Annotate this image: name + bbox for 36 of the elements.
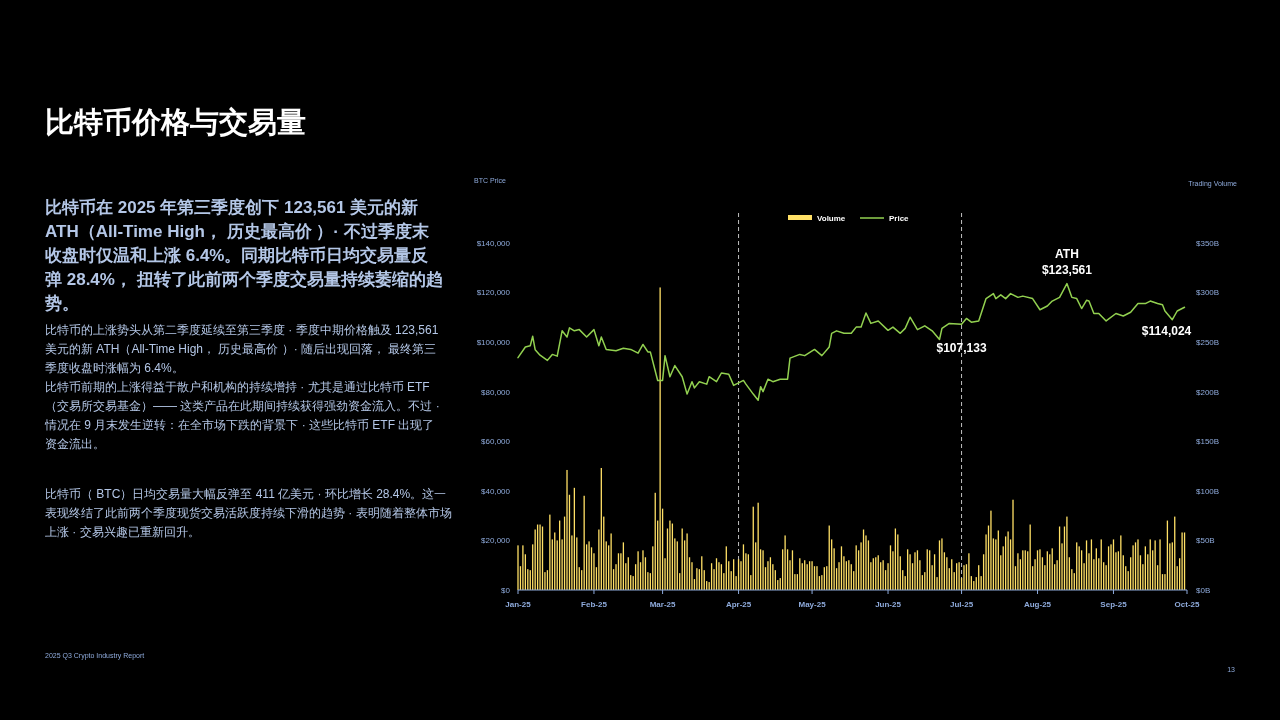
text: 比特币（ BTC）日均交易量大幅反弹至 411 亿美元 · 环比增长 28.4%。这一表现终结了此前两个季度现货交易活跃度持续下滑的趋势 · 表明随着整体市场上涨 · 交易兴趣已重新回升。: [45, 486, 453, 541]
x-tick-label: Jul-25: [949, 600, 974, 609]
y2-tick-label: $200B: [1196, 387, 1220, 397]
annotation: $107,133: [936, 341, 987, 356]
x-tick-label: May-25: [798, 600, 827, 609]
legend-label: Volume: [817, 214, 846, 223]
y2-tick-label: $250B: [1196, 338, 1220, 347]
x-tick-label: Jan-25: [505, 600, 532, 609]
y-tick-label: $100,000: [476, 338, 511, 347]
text: 比特币在 2025 年第三季度创下 123,561 美元的新 ATH（All-Time High， 历史最高价 ）· 不过季度末收盘时仅温和上涨 6.4%。同期比特币日均交易量反弹 28.4%， 扭转了此前两个季度交易量持续萎缩的趋势。: [45, 197, 443, 315]
x-tick-label: Mar-25: [649, 600, 677, 609]
y-tick-label: $60,000: [481, 437, 511, 447]
y2-tick-label: $300B: [1196, 288, 1220, 298]
y-tick-label: $40,000: [481, 486, 511, 496]
text: 比特币前期的上涨得益于散户和机构的持续增持 · 尤其是通过比特币 ETF（交易所交易基金）—— 这类产品在此期间持续获得强劲资金流入。不过 · 情况在 9 月末发生逆转：在全市场下跌的背景下 · 这些比特币 ETF 出现了资金流出。: [45, 379, 441, 453]
y2-tick-label: $100B: [1196, 486, 1220, 496]
y-tick-label: $80,000: [481, 387, 511, 397]
y-tick-label: $140,000: [476, 238, 511, 248]
x-tick-label: Apr-25: [725, 600, 752, 609]
y2-tick-label: $150B: [1196, 437, 1220, 447]
legend-label: Price: [889, 214, 910, 223]
x-tick-label: Aug-25: [1023, 600, 1052, 609]
y-tick-label: $0: [501, 586, 511, 595]
text: 比特币价格与交易量: [45, 106, 306, 138]
annotation: $114,024: [1141, 324, 1192, 339]
annotation: ATH $123,561: [1041, 246, 1093, 277]
y2-tick-label: $0B: [1196, 586, 1211, 595]
y-tick-label: $120,000: [476, 288, 511, 298]
text: 比特币的上涨势头从第二季度延续至第三季度 · 季度中期价格触及 123,561 美元的新 ATH（All-Time High， 历史最高价 ）· 随后出现回落， 最终第三季度收盘时涨幅为 6.4%。: [45, 322, 440, 377]
x-tick-label: Feb-25: [581, 600, 608, 609]
y-tick-label: $20,000: [481, 536, 511, 546]
y2-tick-label: $50B: [1196, 536, 1215, 546]
x-tick-label: Sep-25: [1100, 600, 1128, 609]
x-tick-label: Jun-25: [875, 600, 902, 609]
y2-tick-label: $350B: [1196, 238, 1220, 248]
x-tick-label: Oct-25: [1174, 600, 1200, 609]
